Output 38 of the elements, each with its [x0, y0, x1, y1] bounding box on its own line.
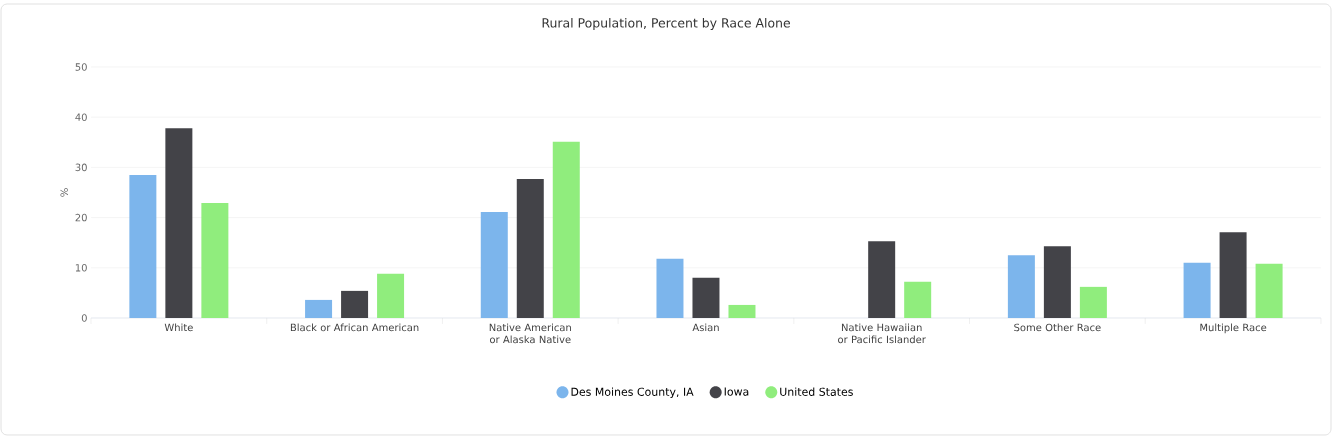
legend-label: Des Moines County, IA [571, 387, 694, 399]
legend-label: Iowa [724, 387, 749, 396]
bar [552, 141, 580, 318]
bar [305, 299, 333, 318]
y-tick-label: 40 [75, 113, 87, 121]
bar [728, 304, 756, 318]
bar [1043, 246, 1071, 318]
legend-label: United States [780, 387, 853, 396]
x-tick-label: Multiple Race [1200, 323, 1267, 334]
y-tick-label: 50 [75, 63, 87, 71]
bar [1255, 263, 1283, 318]
bar [165, 128, 193, 318]
bar [1007, 255, 1035, 318]
y-tick-label: 10 [75, 264, 87, 272]
bar [377, 273, 405, 318]
bar [1183, 262, 1211, 318]
x-tick-label: White [164, 323, 193, 332]
bar [656, 258, 684, 318]
x-tick-label: Some Other Race [1014, 323, 1101, 332]
y-tick-label: 0 [81, 314, 87, 322]
y-axis-title: % [60, 188, 68, 197]
chart-title: Rural Population, Percent by Race Alone [542, 17, 790, 31]
bar [201, 203, 229, 318]
bar [1079, 286, 1107, 318]
y-tick-label: 20 [75, 213, 87, 222]
bar [341, 290, 369, 318]
bar [516, 178, 544, 318]
bar [868, 241, 896, 318]
x-tick-label: Native Hawaiian or Pacific Islander [838, 323, 926, 344]
bar [480, 212, 508, 318]
bar [692, 277, 720, 318]
x-tick-label: Black or African American [290, 323, 419, 332]
x-tick-label: Asian [692, 323, 719, 332]
bar [129, 174, 157, 318]
x-tick-label: Native American or Alaska Native [489, 323, 571, 344]
y-tick-label: 30 [75, 163, 87, 172]
bar [904, 281, 932, 318]
bar [1219, 232, 1247, 318]
